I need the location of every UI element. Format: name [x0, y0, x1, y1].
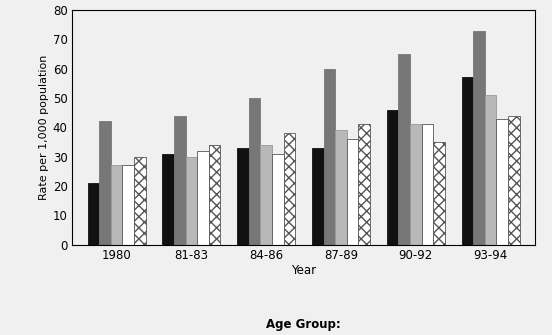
Bar [461, 77, 473, 245]
Legend: 0-4, 5-14, 15-34, 35-64, 65+: 0-4, 5-14, 15-34, 35-64, 65+ [191, 316, 416, 335]
Bar [399, 54, 410, 245]
Bar [473, 30, 485, 245]
Bar [185, 156, 197, 245]
Y-axis label: Rate per 1,000 population: Rate per 1,000 population [39, 55, 49, 200]
Bar [111, 165, 123, 245]
Bar [335, 130, 347, 245]
Bar [410, 124, 422, 245]
X-axis label: Year: Year [291, 265, 316, 277]
Bar [197, 151, 209, 245]
Bar [209, 145, 220, 245]
Bar [358, 124, 370, 245]
Bar [237, 148, 249, 245]
Bar [422, 124, 433, 245]
Bar [134, 156, 146, 245]
Bar [485, 95, 496, 245]
Bar [99, 122, 111, 245]
Bar [272, 154, 284, 245]
Bar [162, 154, 174, 245]
Bar [347, 139, 358, 245]
Bar [88, 183, 99, 245]
Bar [387, 110, 399, 245]
Bar [261, 145, 272, 245]
Bar [433, 142, 445, 245]
Bar [284, 133, 295, 245]
Bar [323, 69, 335, 245]
Bar [123, 165, 134, 245]
Bar [249, 98, 261, 245]
Bar [508, 116, 519, 245]
Bar [174, 116, 185, 245]
Bar [496, 119, 508, 245]
Bar [312, 148, 323, 245]
